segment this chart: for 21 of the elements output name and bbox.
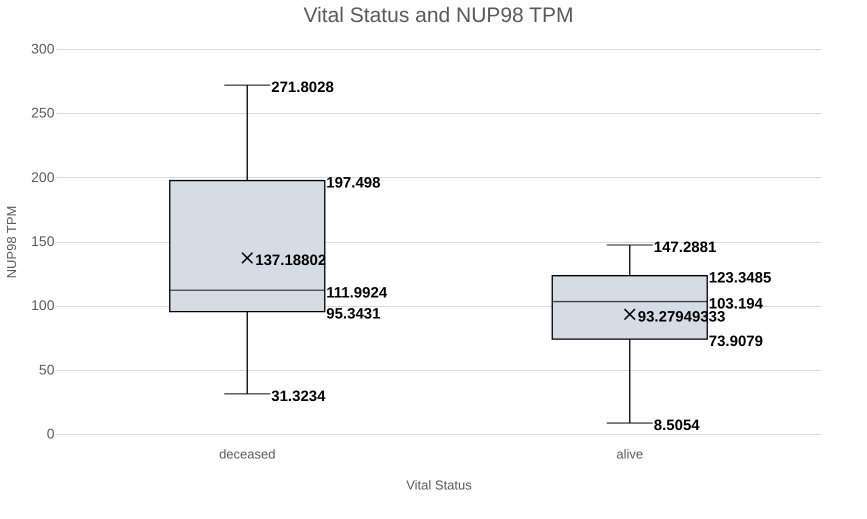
y-axis-title: NUP98 TPM bbox=[4, 206, 20, 278]
annotation: 111.9924 bbox=[326, 284, 388, 302]
chart-title: Vital Status and NUP98 TPM bbox=[303, 4, 574, 27]
annotation: 95.3431 bbox=[326, 306, 380, 323]
y-tick-label: 0 bbox=[46, 426, 55, 442]
annotation: 31.3234 bbox=[271, 388, 326, 405]
y-tick-label: 150 bbox=[31, 233, 55, 249]
annotation: 147.2881 bbox=[654, 238, 716, 256]
y-tick-label: 200 bbox=[31, 168, 55, 185]
y-tick-label: 50 bbox=[38, 361, 55, 378]
annotation: 8.5054 bbox=[654, 417, 700, 434]
y-tick-label: 300 bbox=[31, 40, 55, 56]
annotation: 197.498 bbox=[326, 174, 380, 192]
y-tick-label: 100 bbox=[31, 297, 55, 314]
annotation: 123.3485 bbox=[708, 270, 772, 287]
annotation: 73.9079 bbox=[708, 333, 763, 350]
y-tick-label: 250 bbox=[31, 104, 55, 121]
x-tick-label: alive bbox=[616, 446, 644, 462]
x-axis-title: Vital Status bbox=[406, 478, 472, 492]
x-tick-label: deceased bbox=[219, 446, 276, 462]
annotation: 271.8028 bbox=[271, 79, 334, 96]
